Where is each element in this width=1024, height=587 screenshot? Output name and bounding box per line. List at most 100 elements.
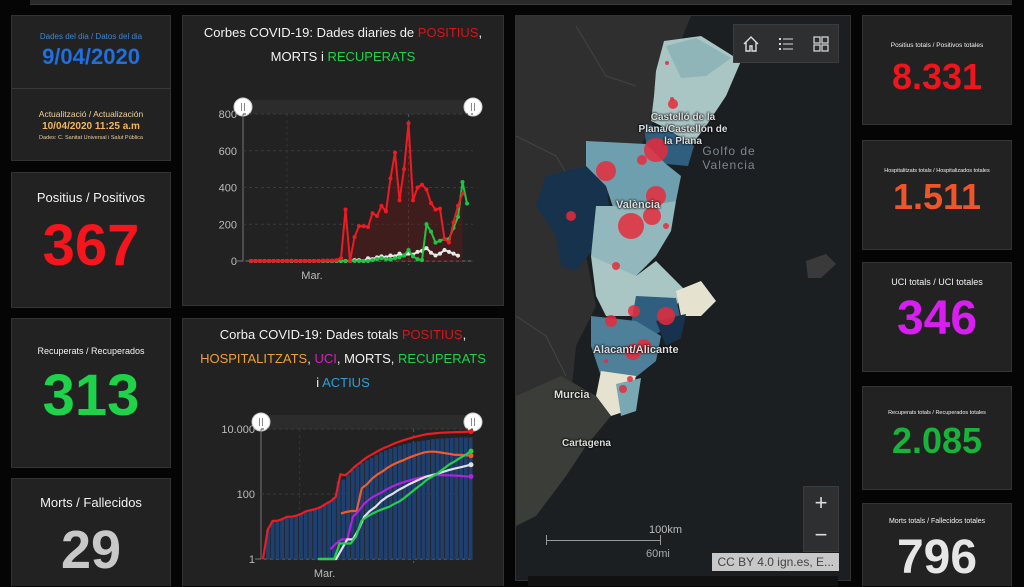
daily-positive-card: Positius / Positivos 367	[11, 172, 171, 308]
data-point	[468, 453, 474, 459]
title-part-recuperats: RECUPERATS	[398, 351, 486, 366]
map-canvas[interactable]	[516, 16, 851, 581]
bar	[327, 501, 332, 559]
data-point	[339, 259, 343, 263]
data-point	[303, 259, 307, 263]
data-point	[438, 206, 442, 211]
range-slider-handle-start[interactable]	[233, 97, 253, 117]
data-point	[352, 259, 357, 263]
data-point	[451, 251, 456, 256]
data-point	[468, 473, 474, 479]
data-point	[271, 259, 276, 263]
data-point	[258, 259, 262, 263]
data-point	[366, 256, 370, 261]
data-point	[357, 224, 361, 229]
data-point	[267, 259, 271, 263]
map-tab-strip	[528, 576, 838, 586]
bar	[322, 503, 327, 559]
bar	[468, 437, 473, 559]
data-point	[253, 259, 258, 263]
data-point	[384, 209, 388, 214]
bar	[426, 439, 431, 559]
kpi-value: 29	[60, 520, 122, 580]
series-line	[340, 450, 472, 515]
title-part-uci: UCI	[314, 351, 337, 366]
data-point	[370, 211, 375, 216]
y-tick-label: 0	[231, 256, 237, 268]
bar	[449, 437, 454, 559]
zoom-out-button[interactable]: −	[814, 522, 828, 547]
title-part-recuperats: RECUPERATS	[327, 49, 416, 64]
data-point	[384, 257, 388, 262]
map-label-castello: Castelló de la Plana/Castellón de la Pla…	[638, 112, 728, 147]
daily-recovered-card: Recuperats / Recuperados 313	[11, 318, 171, 468]
total-hospitalized-card: Hospitalitzats totals / Hospitalizados t…	[862, 140, 1012, 250]
title-part-positius: POSITIUS	[417, 25, 479, 40]
data-point	[379, 203, 384, 208]
data-point	[357, 259, 361, 263]
update-label: Actualització / Actualización	[38, 109, 144, 119]
data-point	[465, 201, 469, 206]
series-uci	[329, 473, 474, 550]
range-slider-track	[243, 100, 473, 114]
bar	[303, 510, 308, 559]
legend-button[interactable]	[775, 33, 797, 55]
series-line	[317, 450, 472, 561]
range-slider-handle-end[interactable]	[463, 412, 483, 432]
bar	[270, 520, 275, 559]
bar	[412, 442, 416, 559]
data-point	[438, 251, 442, 256]
title-part: ,	[462, 327, 467, 342]
chart-title: Corba COVID-19: Dades totals POSITIUS, H…	[183, 323, 503, 395]
y-tick-label: 800	[219, 109, 237, 121]
data-point	[397, 255, 402, 260]
daily-line-chart[interactable]: 0 200 400 600 800 Mar.	[183, 84, 503, 304]
data-point	[456, 214, 460, 219]
y-tick-label: 200	[219, 219, 237, 231]
data-point	[433, 253, 438, 258]
title-part-hospitalitzats: HOSPITALITZATS	[200, 351, 308, 366]
range-slider-handle-end[interactable]	[463, 97, 483, 117]
data-point	[468, 462, 474, 468]
data-point	[339, 256, 343, 261]
zoom-in-button[interactable]: +	[814, 490, 828, 515]
data-point	[406, 247, 411, 252]
y-tick-label: 100	[237, 489, 255, 501]
title-part-positius: POSITIUS	[401, 327, 463, 342]
kpi-label: Recuperats / Recuperados	[37, 346, 145, 356]
bar	[346, 474, 351, 559]
home-button[interactable]	[740, 33, 762, 55]
data-point	[456, 253, 460, 258]
date-label: Dades del dia / Datos del dia	[39, 32, 143, 41]
data-point	[312, 259, 316, 263]
daily-deaths-card: Morts / Fallecidos 29	[11, 478, 171, 586]
data-point	[249, 259, 253, 263]
y-tick-label: 400	[219, 183, 237, 195]
divider	[12, 88, 170, 89]
bar	[350, 469, 355, 559]
bar	[445, 438, 449, 559]
bar	[360, 462, 365, 559]
data-point	[433, 207, 438, 212]
map-panel[interactable]: Castelló de la Plana/Castellón de la Pla…	[515, 15, 851, 581]
kpi-label: Recuperats totals / Recuperados totales	[888, 410, 986, 416]
data-point	[352, 235, 357, 240]
data-point	[442, 236, 447, 241]
bar	[416, 441, 421, 559]
data-point	[397, 198, 402, 203]
data-point	[429, 201, 433, 206]
basemap-gallery-button[interactable]	[810, 33, 832, 55]
data-point	[424, 187, 429, 192]
y-tick-label: 1	[249, 554, 255, 566]
series-positius	[249, 121, 465, 263]
cumulative-log-chart[interactable]: 1 100 10.000 Mar.	[183, 407, 503, 587]
kpi-label: Hospitalitzats totals / Hospitalizados t…	[884, 168, 990, 174]
map-attribution[interactable]: CC BY 4.0 ign.es, E...	[712, 553, 839, 571]
data-point	[429, 229, 433, 234]
bar	[266, 529, 270, 559]
bar	[289, 516, 294, 559]
handle-circle	[463, 97, 483, 117]
kpi-label: Morts totals / Fallecidos totales	[888, 518, 986, 525]
bar	[435, 438, 440, 559]
data-point	[411, 198, 415, 203]
